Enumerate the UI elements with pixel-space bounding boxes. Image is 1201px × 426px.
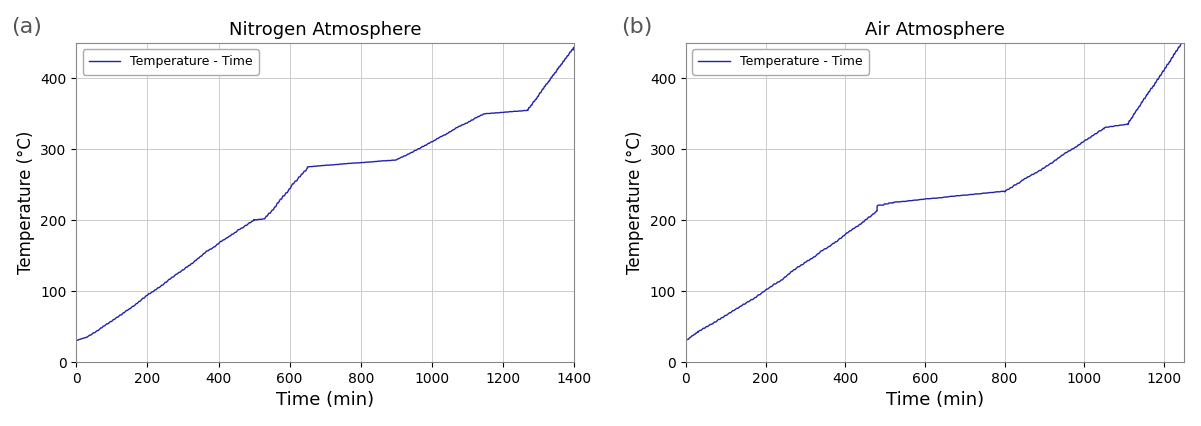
Temperature - Time [1121,122,1135,127]
Line: Temperature - Time: Temperature - Time [686,40,1184,341]
Legend: Temperature - Time: Temperature - Time [83,49,259,75]
Temperature - Time [566,47,580,52]
Y-axis label: Temperature (°C): Temperature (°C) [627,131,644,274]
Temperature - Time [70,338,84,343]
Y-axis label: Temperature (°C): Temperature (°C) [17,131,35,274]
Temperature - Time [919,196,933,201]
Title: Nitrogen Atmosphere: Nitrogen Atmosphere [229,20,422,39]
Temperature - Time [106,317,120,322]
Text: (b): (b) [621,17,652,37]
Title: Air Atmosphere: Air Atmosphere [865,20,1005,39]
X-axis label: Time (min): Time (min) [886,391,984,409]
Line: Temperature - Time: Temperature - Time [77,47,574,341]
Legend: Temperature - Time: Temperature - Time [692,49,868,75]
Temperature - Time [522,105,537,110]
Temperature - Time [1018,176,1033,181]
Temperature - Time [1177,37,1191,43]
Temperature - Time [1123,118,1137,123]
X-axis label: Time (min): Time (min) [276,391,375,409]
Temperature - Time [305,164,319,169]
Temperature - Time [1177,40,1191,46]
Temperature - Time [997,189,1011,194]
Temperature - Time [746,297,760,302]
Temperature - Time [679,338,693,343]
Temperature - Time [155,282,169,288]
Temperature - Time [567,47,581,52]
Temperature - Time [567,45,581,50]
Temperature - Time [175,267,190,272]
Text: (a): (a) [12,17,42,37]
